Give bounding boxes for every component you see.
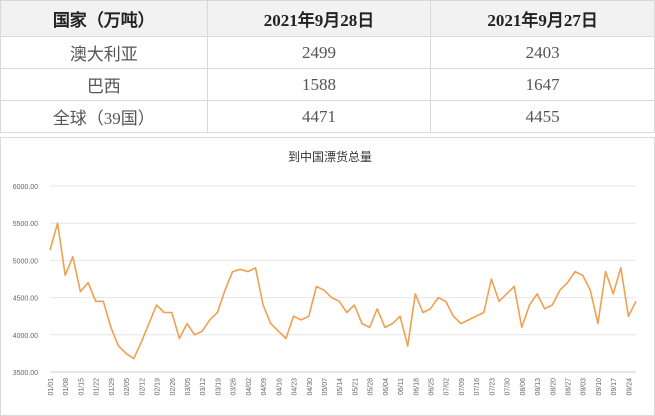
x-tick-label: 05/28 [368, 378, 375, 396]
x-tick-label: 02/05 [124, 378, 131, 396]
x-tick-label: 05/14 [337, 378, 344, 396]
x-tick-label: 01/15 [78, 378, 85, 396]
x-tick-label: 06/18 [413, 378, 420, 396]
y-tick-label: 3500.00 [13, 370, 38, 377]
x-tick-label: 08/20 [550, 378, 557, 396]
x-tick-label: 07/09 [459, 378, 466, 396]
x-tick-label: 04/02 [246, 378, 253, 396]
y-tick-label: 4000.00 [13, 333, 38, 340]
table-cell: 2499 [206, 36, 432, 69]
x-tick-label: 07/16 [474, 378, 481, 396]
x-tick-label: 06/25 [429, 378, 436, 396]
table-cell: 4455 [430, 100, 655, 133]
x-tick-label: 08/27 [566, 378, 573, 396]
table-cell: 1588 [206, 68, 432, 101]
table-cell: 1647 [430, 68, 655, 101]
y-tick-label: 6000.00 [13, 184, 38, 191]
summary-table: 国家（万吨） 2021年9月28日 2021年9月27日 澳大利亚 2499 2403 巴西… [0, 0, 655, 133]
header-cell: 2021年9月28日 [206, 0, 432, 37]
x-tick-label: 07/02 [444, 378, 451, 396]
header-cell: 国家（万吨） [0, 0, 208, 37]
table-cell: 澳大利亚 [0, 36, 208, 69]
table-row: 澳大利亚 2499 2403 [0, 36, 655, 69]
table-cell: 巴西 [0, 68, 208, 101]
x-tick-label: 08/13 [535, 378, 542, 396]
x-tick-label: 09/03 [581, 378, 588, 396]
x-tick-label: 04/30 [307, 378, 314, 396]
header-cell: 2021年9月27日 [430, 0, 655, 37]
chart-title: 到中国漂货总量 [288, 149, 372, 164]
x-tick-label: 03/12 [200, 378, 207, 396]
x-tick-label: 07/30 [505, 378, 512, 396]
x-tick-label: 06/11 [398, 378, 405, 395]
x-tick-label: 02/12 [139, 378, 146, 396]
x-tick-label: 01/08 [63, 378, 70, 396]
x-tick-label: 03/26 [231, 378, 238, 396]
x-tick-label: 01/22 [94, 378, 101, 396]
chart: 到中国漂货总量 3500.00 4000.00 4500.00 5000.00 5500… [0, 137, 655, 416]
y-tick-label: 4500.00 [13, 296, 38, 303]
x-tick-label: 09/24 [626, 378, 633, 396]
y-tick-label: 5000.00 [13, 258, 38, 265]
chart-frame [0, 137, 655, 416]
x-tick-label: 07/23 [489, 378, 496, 396]
table-row: 全球（39国） 4471 4455 [0, 100, 655, 133]
x-tick-label: 05/07 [322, 378, 329, 396]
x-tick-label: 02/19 [155, 378, 162, 396]
x-tick-label: 09/17 [611, 378, 618, 396]
x-tick-label: 04/09 [261, 378, 268, 396]
x-tick-label: 04/23 [292, 378, 299, 396]
x-tick-label: 01/01 [48, 378, 55, 396]
x-tick-label: 03/05 [185, 378, 192, 396]
table-cell: 4471 [206, 100, 432, 133]
x-tick-label: 02/26 [170, 378, 177, 396]
x-tick-label: 09/10 [596, 378, 603, 396]
table-cell: 全球（39国） [0, 100, 208, 133]
x-tick-label: 04/16 [276, 378, 283, 396]
x-tick-label: 03/19 [215, 378, 222, 396]
x-tick-label: 08/06 [520, 378, 527, 396]
y-tick-label: 5500.00 [13, 221, 38, 228]
x-tick-label: 01/29 [109, 378, 116, 396]
header-row: 国家（万吨） 2021年9月28日 2021年9月27日 [0, 0, 655, 37]
x-tick-label: 05/21 [352, 378, 359, 396]
line-series [49, 222, 637, 360]
x-tick-label: 06/04 [383, 378, 390, 396]
table-row: 巴西 1588 1647 [0, 68, 655, 101]
table-cell: 2403 [430, 36, 655, 69]
